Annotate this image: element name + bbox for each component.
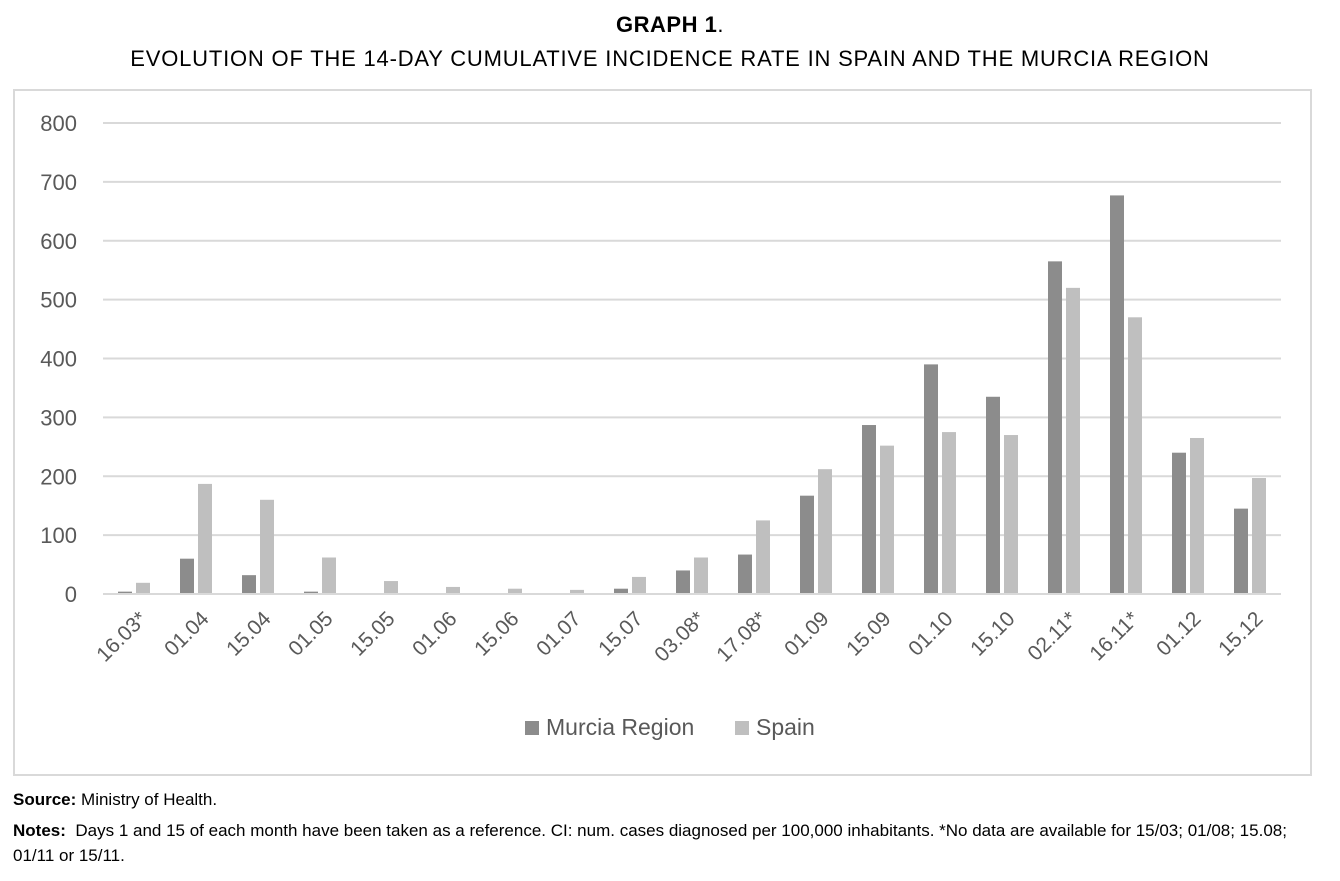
bar-spain: [446, 586, 460, 594]
legend-label: Spain: [756, 714, 815, 740]
bar-murcia-region: [304, 591, 318, 594]
y-tick-label: 400: [40, 347, 77, 372]
bar-murcia-region: [1048, 261, 1062, 594]
x-tick-label: 01.12: [1152, 607, 1205, 660]
x-tick-label: 16.11*: [1085, 607, 1143, 665]
source-label: Source:: [13, 790, 77, 809]
bar-spain: [260, 499, 274, 594]
bar-murcia-region: [800, 495, 814, 594]
source-text: Ministry of Health.: [81, 790, 218, 809]
x-tick-label: 15.10: [966, 607, 1019, 660]
bar-spain: [136, 582, 150, 594]
bar-spain: [1252, 478, 1266, 594]
bar-spain: [818, 469, 832, 594]
y-tick-label: 100: [40, 523, 77, 548]
x-tick-label: 01.07: [532, 607, 585, 660]
bar-spain: [942, 432, 956, 594]
x-tick-label: 03.08*: [650, 607, 709, 666]
bar-spain: [756, 520, 770, 594]
chart-title: EVOLUTION OF THE 14-DAY CUMULATIVE INCID…: [130, 46, 1210, 71]
y-tick-label: 700: [40, 170, 77, 195]
bar-spain: [1128, 317, 1142, 594]
legend-swatch: [735, 721, 749, 735]
x-tick-label: 02.11*: [1023, 607, 1081, 665]
y-tick-label: 0: [65, 582, 77, 607]
bar-murcia-region: [738, 554, 752, 594]
x-tick-label: 01.05: [284, 607, 337, 660]
bar-murcia-region: [1110, 195, 1124, 594]
bar-murcia-region: [986, 396, 1000, 594]
bar-murcia-region: [676, 570, 690, 594]
bar-murcia-region: [924, 364, 938, 594]
y-tick-label: 600: [40, 229, 77, 254]
graph-heading-suffix: .: [717, 12, 724, 37]
y-tick-label: 200: [40, 464, 77, 489]
legend-swatch: [525, 721, 539, 735]
x-tick-label: 15.12: [1214, 607, 1267, 660]
bar-murcia-region: [1172, 452, 1186, 594]
x-tick-label: 16.03*: [92, 607, 151, 666]
x-tick-label: 15.04: [222, 607, 276, 661]
bar-spain: [384, 581, 398, 594]
notes-text: Days 1 and 15 of each month have been ta…: [13, 821, 1287, 865]
y-tick-label: 800: [40, 111, 77, 136]
y-tick-label: 500: [40, 288, 77, 313]
bar-murcia-region: [1234, 508, 1248, 594]
bar-spain: [880, 445, 894, 594]
x-tick-label: 15.06: [470, 607, 523, 660]
x-tick-label: 15.07: [594, 607, 647, 660]
x-tick-label: 01.06: [408, 607, 461, 660]
notes-label: Notes:: [13, 821, 66, 840]
bar-spain: [198, 483, 212, 594]
legend-label: Murcia Region: [546, 714, 694, 740]
source-line: Source: Ministry of Health.: [13, 790, 217, 810]
bar-murcia-region: [118, 591, 132, 594]
x-tick-label: 17.08*: [712, 607, 771, 666]
bar-spain: [1190, 437, 1204, 594]
y-tick-label: 300: [40, 405, 77, 430]
bar-murcia-region: [862, 425, 876, 594]
bar-spain: [322, 557, 336, 594]
graph-heading: GRAPH 1.: [0, 12, 1340, 38]
bar-spain: [1004, 435, 1018, 594]
chart-frame: 0 100 200 300 400 500 600 700 800 16.03* 01.04 15.0…: [13, 89, 1312, 776]
bar-spain: [1066, 287, 1080, 594]
notes-line: Notes: Days 1 and 15 of each month have …: [13, 818, 1303, 868]
x-tick-label: 01.10: [904, 607, 957, 660]
x-tick-label: 01.04: [160, 607, 214, 661]
x-tick-label: 01.09: [780, 607, 833, 660]
graph-heading-text: GRAPH 1: [616, 12, 718, 37]
bar-murcia-region: [614, 588, 628, 594]
bar-murcia-region: [180, 558, 194, 594]
bar-spain: [632, 576, 646, 594]
bar-murcia-region: [242, 575, 256, 594]
bar-spain: [694, 557, 708, 594]
x-tick-label: 15.05: [346, 607, 399, 660]
bar-spain: [508, 588, 522, 594]
bar-spain: [570, 589, 584, 594]
x-tick-label: 15.09: [842, 607, 895, 660]
